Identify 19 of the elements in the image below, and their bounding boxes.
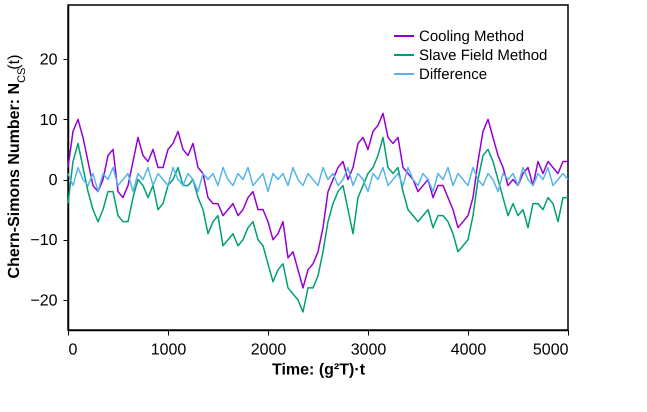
x-tick-label: 1000 xyxy=(150,342,186,358)
y-tick-label: −10 xyxy=(30,232,58,250)
legend-label: Cooling Method xyxy=(419,28,524,45)
y-tick-label: 20 xyxy=(40,52,58,69)
line-series xyxy=(67,136,569,313)
legend-label: Difference xyxy=(419,66,488,83)
legend-label: Slave Field Method xyxy=(419,47,548,64)
x-tick-label: 5000 xyxy=(532,342,569,358)
y-tick-label: −20 xyxy=(30,292,58,310)
y-tick-label: 10 xyxy=(40,112,58,129)
y-tick-label: 0 xyxy=(48,172,58,190)
line-series xyxy=(67,112,569,289)
x-tick-label: 0 xyxy=(68,342,78,358)
x-tick-label: 3000 xyxy=(350,342,386,358)
line-series xyxy=(67,166,569,192)
x-tick-label: 2000 xyxy=(250,342,286,358)
x-tick-label: 4000 xyxy=(450,342,486,358)
y-axis-title: Chern-Simons Number: NCS(t) xyxy=(6,54,28,278)
x-axis-title: Time: (g²T)·t xyxy=(272,362,366,378)
